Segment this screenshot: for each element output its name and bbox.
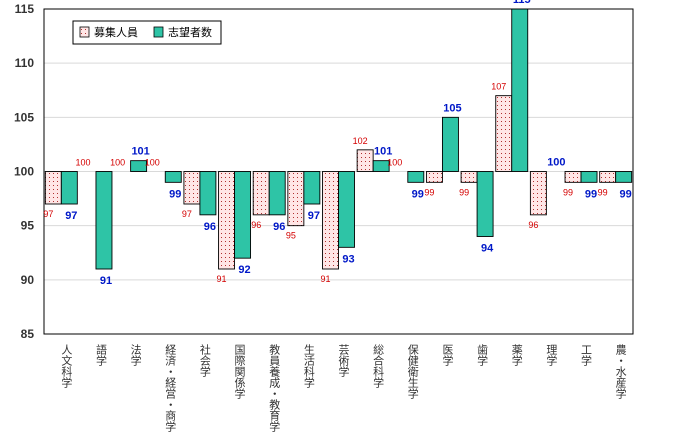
bar-series-2	[338, 171, 355, 248]
data-label-series-1: 99	[459, 187, 469, 197]
x-tick-label: 薬学	[510, 344, 523, 366]
data-label-series-1: 100	[145, 158, 160, 168]
data-label-series-2: 100	[547, 157, 565, 169]
x-tick-label: 人文科学	[60, 344, 73, 388]
data-label-series-1: 91	[217, 274, 227, 284]
x-tick-label: 国際関係学	[233, 344, 246, 399]
bar-series-1	[495, 95, 513, 172]
y-tick-label: 110	[15, 56, 35, 70]
data-label-series-1: 99	[563, 187, 573, 197]
bar-series-2	[615, 171, 633, 183]
x-tick-label: 社会学	[198, 343, 211, 377]
bar-series-1	[425, 171, 443, 183]
data-label-series-1: 97	[182, 209, 192, 219]
y-tick-label: 105	[14, 110, 34, 124]
x-tick-label: 農・水産学	[614, 343, 627, 399]
x-tick-label: 医学	[441, 344, 454, 366]
x-tick-label: 保健衛生学	[406, 343, 419, 399]
x-tick-label: 理学	[545, 344, 558, 366]
bar-series-2	[60, 171, 78, 205]
bar-series-1	[322, 171, 339, 270]
data-label-series-1: 100	[387, 158, 402, 168]
data-label-series-2: 94	[481, 243, 494, 255]
y-tick-label: 85	[21, 327, 35, 341]
x-tick-label: 歯学	[476, 344, 489, 366]
legend-swatch-series-1	[79, 26, 90, 38]
bar-series-2	[234, 171, 252, 259]
x-tick-label: 生活科学	[302, 343, 315, 388]
x-tick-label: 教員養成・教育学	[268, 344, 281, 432]
x-tick-label: 芸術学	[337, 344, 350, 377]
legend-frame	[72, 20, 222, 45]
data-label-series-1: 99	[424, 187, 434, 197]
data-label-series-2: 93	[342, 253, 354, 265]
y-tick-label: 100	[14, 165, 34, 179]
y-axis-ticks: 85 90 95 100 105 110 115	[14, 2, 34, 341]
data-label-series-2: 99	[585, 188, 597, 200]
bar-series-1	[356, 149, 374, 172]
bar-series-1	[599, 171, 617, 183]
bar-series-2	[95, 171, 113, 270]
data-label-series-2: 101	[374, 146, 392, 158]
data-label-series-1: 99	[598, 187, 608, 197]
data-label-series-2: 97	[308, 210, 320, 222]
legend-label-series-2: 志望者数	[168, 26, 212, 39]
data-label-series-1: 107	[491, 82, 506, 92]
x-axis-labels: 人文科学 語学 法学 経済・経営・商学 社会学 国際関係学 教員養成・教育学 生活科学 芸術学 総…	[60, 343, 627, 432]
data-label-series-2: 99	[169, 188, 181, 200]
data-label-series-2: 96	[204, 221, 216, 233]
bar-series-2	[407, 171, 425, 183]
data-label-series-2: 91	[100, 275, 112, 287]
bar-series-2	[164, 171, 182, 183]
y-tick-label: 95	[21, 219, 35, 233]
bar-series-2	[199, 171, 217, 216]
legend: 募集人員 志望者数	[72, 20, 222, 45]
bar-series-2	[268, 171, 286, 216]
bars	[44, 8, 633, 270]
data-label-series-1: 97	[43, 209, 53, 219]
y-tick-label: 90	[21, 273, 35, 287]
x-tick-label: 経済・経営・商学	[164, 344, 177, 432]
data-label-series-2: 92	[238, 264, 250, 276]
plot-frame	[43, 8, 634, 335]
bar-series-2	[303, 171, 321, 205]
data-label-series-1: 91	[320, 274, 330, 284]
x-tick-label: 法学	[129, 343, 142, 366]
bar-series-1	[44, 171, 62, 205]
bar-series-1	[183, 171, 201, 205]
data-label-series-1: 100	[75, 158, 90, 168]
bar-series-2	[580, 171, 598, 183]
bar-series-1	[529, 171, 547, 216]
data-label-series-2: 97	[65, 210, 77, 222]
x-tick-label: 語学	[94, 343, 107, 366]
bar-series-2	[511, 8, 529, 172]
legend-label-series-1: 募集人員	[94, 25, 138, 39]
data-label-series-2: 99	[620, 188, 632, 200]
bar-series-1	[218, 171, 236, 270]
bar-series-1	[460, 171, 478, 183]
bar-series-2	[130, 160, 148, 172]
data-label-series-2: 115	[513, 0, 531, 6]
data-label-series-1: 95	[286, 231, 296, 241]
y-tick-label: 115	[15, 2, 35, 16]
data-label-series-1: 96	[251, 220, 261, 230]
bar-series-1	[564, 171, 582, 183]
x-tick-label: 工学	[580, 344, 593, 366]
bar-series-2	[476, 171, 494, 237]
data-label-series-2: 105	[443, 102, 461, 114]
bar-series-2	[441, 116, 459, 172]
data-label-series-2: 96	[273, 221, 285, 233]
bar-series-1	[287, 171, 305, 227]
bar-series-1	[252, 171, 270, 216]
data-label-series-1: 100	[110, 158, 125, 168]
data-label-series-2: 99	[412, 188, 424, 200]
legend-swatch-series-2	[153, 26, 164, 38]
data-label-series-1: 96	[528, 220, 538, 230]
x-tick-label: 総合科学	[372, 343, 385, 388]
data-label-series-2: 101	[131, 146, 149, 158]
bar-series-2	[372, 160, 390, 172]
data-label-series-1: 102	[353, 136, 368, 146]
